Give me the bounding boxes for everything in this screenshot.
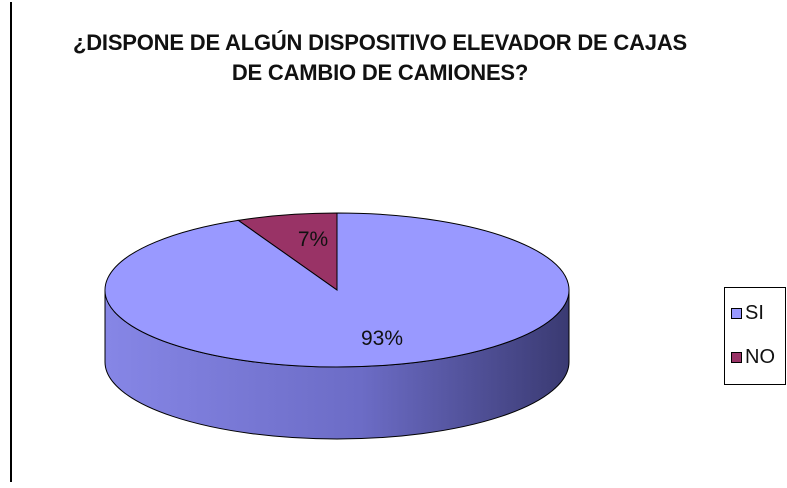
- chart-title: ¿DISPONE DE ALGÚN DISPOSITIVO ELEVADOR D…: [0, 28, 760, 88]
- chart-title-line-1: ¿DISPONE DE ALGÚN DISPOSITIVO ELEVADOR D…: [72, 30, 687, 55]
- legend: SI NO: [724, 287, 786, 385]
- chart-frame: [10, 2, 785, 482]
- pie-slice-si: [104, 212, 570, 368]
- legend-item-no: NO: [731, 346, 775, 368]
- legend-item-si: SI: [731, 302, 764, 324]
- legend-label-si: SI: [745, 301, 764, 324]
- chart-title-line-2: DE CAMBIO DE CAMIONES?: [231, 60, 529, 85]
- legend-label-no: NO: [745, 345, 775, 368]
- data-label-no: 7%: [298, 228, 328, 251]
- legend-swatch-no: [731, 351, 742, 363]
- pie-slice-no: [236, 212, 338, 291]
- data-label-si: 93%: [361, 327, 403, 350]
- legend-swatch-si: [731, 307, 742, 319]
